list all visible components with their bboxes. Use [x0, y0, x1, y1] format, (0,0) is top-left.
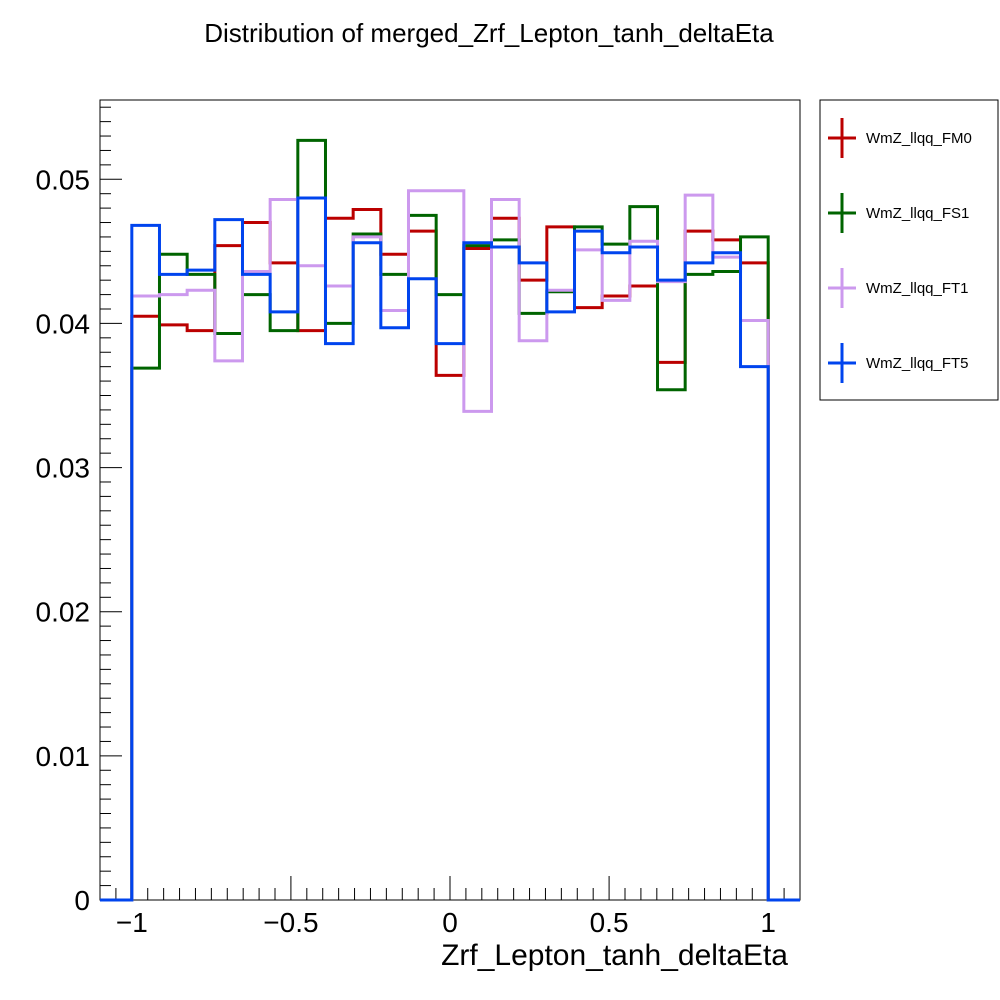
series-WmZ_llqq_FM0: [100, 208, 800, 902]
legend-item: WmZ_llqq_FM0: [828, 118, 972, 158]
legend-item: WmZ_llqq_FT1: [828, 268, 969, 308]
minor-ticks: [99, 106, 801, 900]
series-layer: [100, 138, 800, 902]
y-tick-labels: 0 0.01 0.02 0.03 0.04 0.05: [36, 164, 91, 916]
chart-title: Distribution of merged_Zrf_Lepton_tanh_d…: [204, 18, 774, 48]
legend-item: WmZ_llqq_FT5: [828, 343, 969, 383]
y-tick-label: 0.05: [36, 164, 91, 195]
x-tick-label: −0.5: [263, 907, 318, 938]
y-tick-label: 0.04: [36, 308, 91, 339]
legend: WmZ_llqq_FM0 WmZ_llqq_FS1 WmZ_llqq_FT1 WmZ_…: [819, 99, 999, 401]
plot-frame: [99, 99, 801, 901]
legend-label: WmZ_llqq_FS1: [866, 205, 969, 222]
x-tick-labels: −1 −0.5 0 0.5 1: [116, 907, 776, 938]
legend-item: WmZ_llqq_FS1: [828, 193, 969, 233]
y-tick-label: 0.03: [36, 453, 91, 484]
x-tick-label: 0.5: [590, 907, 629, 938]
x-tick-label: 0: [442, 907, 458, 938]
legend-label: WmZ_llqq_FT1: [866, 280, 969, 297]
x-tick-label: 1: [760, 907, 776, 938]
y-tick-label: 0.02: [36, 597, 91, 628]
y-tick-label: 0: [74, 885, 90, 916]
x-axis-title: Zrf_Lepton_tanh_deltaEta: [441, 939, 788, 972]
legend-box: [819, 99, 999, 401]
legend-label: WmZ_llqq_FM0: [866, 130, 972, 147]
legend-label: WmZ_llqq_FT5: [866, 355, 969, 372]
y-tick-label: 0.01: [36, 741, 91, 772]
x-tick-label: −1: [116, 907, 148, 938]
series-WmZ_llqq_FT5: [100, 196, 800, 902]
series-WmZ_llqq_FS1: [100, 138, 800, 902]
